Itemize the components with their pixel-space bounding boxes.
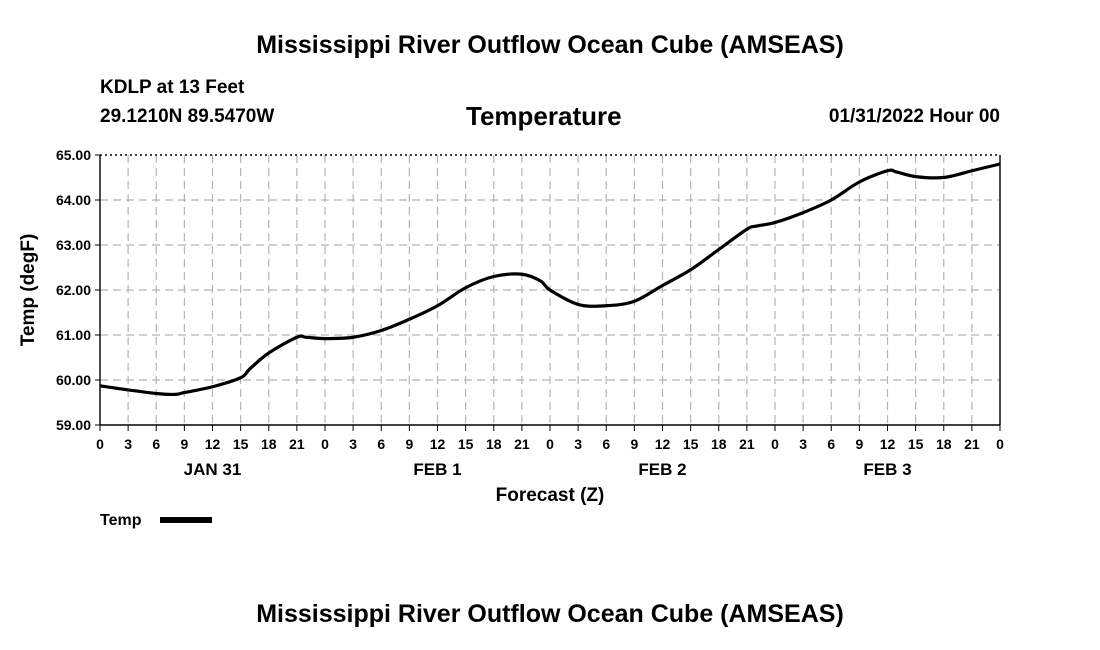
x-tick-label: 3	[799, 436, 807, 452]
x-tick-label: 21	[964, 436, 980, 452]
day-label: FEB 3	[863, 460, 911, 479]
x-tick-label: 6	[602, 436, 610, 452]
x-tick-label: 18	[711, 436, 727, 452]
x-tick-label: 15	[458, 436, 474, 452]
x-tick-label: 12	[880, 436, 896, 452]
y-tick-label: 61.00	[56, 327, 91, 343]
x-tick-label: 9	[405, 436, 413, 452]
y-tick-label: 59.00	[56, 417, 91, 433]
x-tick-label: 18	[261, 436, 277, 452]
x-tick-label: 18	[486, 436, 502, 452]
x-tick-label: 0	[96, 436, 104, 452]
x-tick-label: 9	[630, 436, 638, 452]
y-tick-label: 65.00	[56, 147, 91, 163]
x-tick-label: 6	[152, 436, 160, 452]
x-tick-label: 0	[321, 436, 329, 452]
y-axis-label: Temp (degF)	[18, 234, 39, 347]
x-tick-label: 21	[514, 436, 530, 452]
x-tick-label: 6	[377, 436, 385, 452]
x-tick-label: 3	[574, 436, 582, 452]
x-tick-label: 0	[771, 436, 779, 452]
x-axis-label: Forecast (Z)	[496, 485, 605, 506]
x-tick-label: 15	[233, 436, 249, 452]
y-tick-label: 63.00	[56, 237, 91, 253]
x-tick-label: 21	[289, 436, 305, 452]
coordinates-label: 29.1210N 89.5470W	[100, 106, 275, 127]
x-tick-label: 9	[180, 436, 188, 452]
x-tick-label: 21	[739, 436, 755, 452]
x-tick-label: 6	[827, 436, 835, 452]
y-tick-label: 62.00	[56, 282, 91, 298]
x-tick-label: 0	[546, 436, 554, 452]
day-label: FEB 1	[413, 460, 461, 479]
station-label: KDLP at 13 Feet	[100, 77, 245, 98]
x-tick-label: 15	[908, 436, 924, 452]
x-tick-label: 3	[349, 436, 357, 452]
x-tick-label: 12	[430, 436, 446, 452]
legend-label: Temp	[100, 512, 142, 529]
day-label: FEB 2	[638, 460, 686, 479]
day-label: JAN 31	[184, 460, 242, 479]
x-tick-label: 18	[936, 436, 952, 452]
x-tick-label: 12	[205, 436, 221, 452]
datetime-label: 01/31/2022 Hour 00	[828, 106, 1000, 127]
x-tick-label: 12	[655, 436, 671, 452]
y-tick-label: 64.00	[56, 192, 91, 208]
chart-title-top: Mississippi River Outflow Ocean Cube (AM…	[256, 31, 844, 59]
chart-title-bottom: Mississippi River Outflow Ocean Cube (AM…	[256, 600, 844, 628]
y-tick-label: 60.00	[56, 372, 91, 388]
x-tick-label: 3	[124, 436, 132, 452]
variable-title: Temperature	[466, 101, 622, 131]
x-tick-label: 15	[683, 436, 699, 452]
x-tick-label: 0	[996, 436, 1004, 452]
series-line-temp	[99, 162, 1001, 397]
x-tick-label: 9	[855, 436, 863, 452]
